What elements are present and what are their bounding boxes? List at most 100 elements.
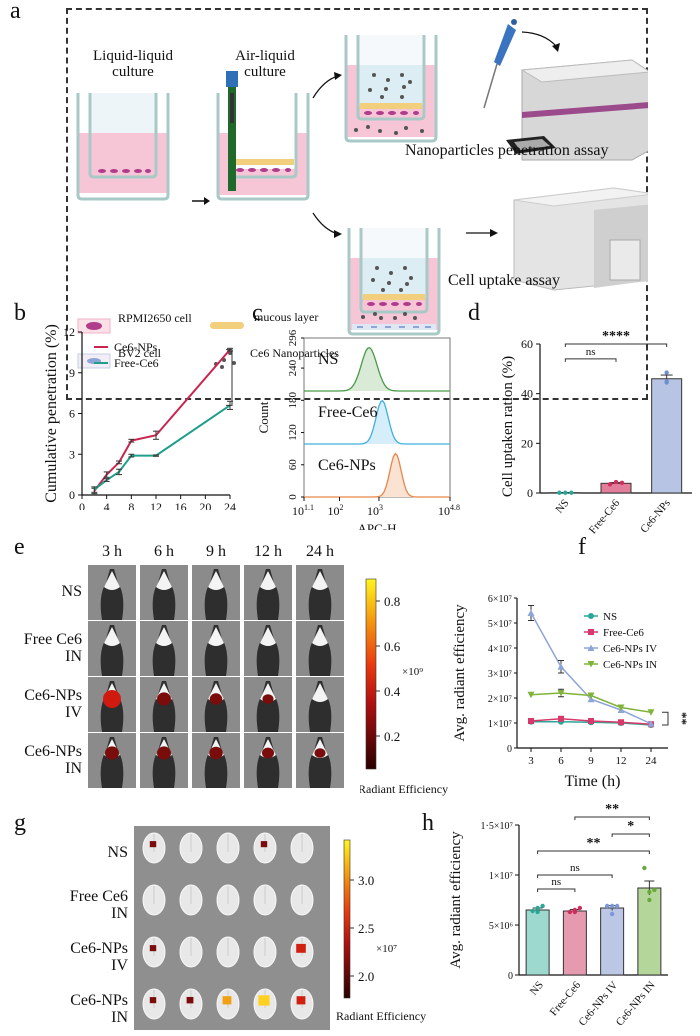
significance-bracket xyxy=(662,712,668,725)
marker-square xyxy=(588,718,594,724)
colorbar-tick-label: 0.6 xyxy=(384,639,401,654)
significance-bracket xyxy=(538,851,650,854)
mouse-silhouette xyxy=(244,565,292,620)
mouse-image xyxy=(296,565,344,620)
mouse-silhouette xyxy=(244,621,292,676)
tick-label: 0 xyxy=(69,488,75,502)
mouse-silhouette xyxy=(140,677,188,732)
colorbar-tick-label: 3.0 xyxy=(358,873,374,888)
marker-circle xyxy=(588,613,594,619)
fluorescence-signal xyxy=(150,997,156,1003)
mouse-image xyxy=(244,733,292,788)
fluorescence-signal xyxy=(315,748,326,758)
data-point xyxy=(652,888,656,892)
significance-label: **** xyxy=(602,329,630,344)
timepoint-label: 6 h xyxy=(140,543,188,561)
tick-label: 0 xyxy=(527,486,533,500)
significance-label: ns xyxy=(570,862,580,874)
significance-bracket xyxy=(565,344,666,347)
colorbar-title: Radiant Efficiency xyxy=(360,782,448,796)
x-tick-label: NS xyxy=(553,497,571,515)
mouse-silhouette xyxy=(296,565,344,620)
data-point xyxy=(563,491,567,495)
data-point xyxy=(615,904,619,908)
mouse-silhouette xyxy=(192,565,240,620)
mouse-silhouette xyxy=(192,621,240,676)
fluorescence-signal xyxy=(261,841,267,847)
tick-label: 4×10⁷ xyxy=(488,644,513,655)
mouse-silhouette xyxy=(140,733,188,788)
tick-label: 12 xyxy=(63,325,75,339)
marker-square xyxy=(588,629,594,635)
mouse-image xyxy=(192,677,240,732)
tick-label: 120 xyxy=(287,424,299,441)
tick-label: 8 xyxy=(128,500,134,510)
transwell-liquid-liquid xyxy=(78,93,168,199)
line-2: culture xyxy=(215,64,315,80)
tick-label: 12 xyxy=(616,755,627,767)
colorbar-tick-label: 2.5 xyxy=(358,921,374,936)
colorbar-tick-label: 0.8 xyxy=(384,594,400,609)
fluorescence-signal xyxy=(150,841,156,847)
y-axis-label: Cell uptaken ration (%) xyxy=(500,356,516,497)
marker-square xyxy=(528,718,534,724)
line-1: Liquid-liquid xyxy=(78,48,188,64)
bar-NS xyxy=(526,910,549,975)
tick-label: 6×10⁷ xyxy=(488,594,513,605)
marker-triangle-up xyxy=(558,663,565,670)
mouse-image xyxy=(88,621,136,676)
mouse-silhouette xyxy=(192,677,240,732)
tick-label: 180 xyxy=(287,392,299,409)
chart-b: 03691204812162024Time (h)Cumulative pene… xyxy=(0,310,240,510)
mouse-image xyxy=(244,565,292,620)
data-point xyxy=(568,910,572,914)
arrow-icon xyxy=(313,76,338,98)
timepoint-label: 3 h xyxy=(88,543,136,561)
arrow-icon xyxy=(192,197,210,205)
fluorescence-signal xyxy=(296,944,306,953)
tick-label: 60 xyxy=(287,459,299,471)
histogram-label: NS xyxy=(318,351,338,368)
colorbar-tick-label: 2.0 xyxy=(358,969,374,984)
data-point xyxy=(647,890,651,894)
data-point xyxy=(664,370,668,374)
tick-label: 0 xyxy=(287,494,299,500)
x-tick-label: Ce6-NPs xyxy=(638,497,673,535)
mouse-silhouette xyxy=(88,733,136,788)
marker-triangle-up xyxy=(528,610,535,617)
row-label: NS xyxy=(62,583,82,600)
timepoint-label: 12 h xyxy=(244,543,292,561)
tick-label: 0 xyxy=(508,971,513,982)
pipette-icon xyxy=(484,19,517,108)
mouse-silhouette xyxy=(192,733,240,788)
bar-Free-Ce6 xyxy=(601,483,631,493)
bar-Free-Ce6 xyxy=(563,911,586,975)
arrow-icon xyxy=(466,229,498,237)
fluorescence-signal xyxy=(157,692,171,705)
data-point xyxy=(605,904,609,908)
mouse-image xyxy=(296,677,344,732)
x-tick-label: Free-Ce6 xyxy=(548,979,584,1018)
tick-label: 3 xyxy=(528,755,534,767)
x-tick-label: NS xyxy=(528,979,546,997)
tick-label: 296 xyxy=(287,329,299,346)
label-uptake-assay: Cell uptake assay xyxy=(448,272,560,290)
chart-c: NSFree-Ce6Ce6-NPs060120180240296Count101… xyxy=(240,310,460,530)
legend-label: Ce6-NPs IN xyxy=(603,659,657,671)
panel-label-f: f xyxy=(578,534,586,561)
significance-bracket xyxy=(575,817,650,820)
tick-label: 20 xyxy=(521,436,533,450)
bar-Ce6-NPs IV xyxy=(601,908,624,975)
tick-label: 102 xyxy=(328,503,344,518)
significance-bracket xyxy=(565,359,616,362)
colorbar-tick-label: 0.4 xyxy=(384,684,401,699)
y-axis-label: Cumulative penetration (%) xyxy=(43,324,60,503)
tick-label: 16 xyxy=(175,500,187,510)
mouse-silhouette xyxy=(88,565,136,620)
x-axis-label: APC-H xyxy=(357,521,396,530)
data-point xyxy=(608,482,612,486)
